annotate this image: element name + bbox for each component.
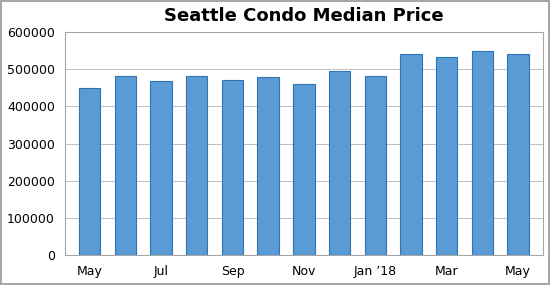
Bar — [186, 76, 207, 255]
Bar — [150, 81, 172, 255]
Bar — [329, 71, 350, 255]
Bar — [114, 76, 136, 255]
Bar — [436, 57, 458, 255]
Title: Seattle Condo Median Price: Seattle Condo Median Price — [164, 7, 444, 25]
Bar — [222, 80, 243, 255]
Bar — [472, 51, 493, 255]
Bar — [257, 78, 279, 255]
Bar — [79, 88, 100, 255]
Bar — [365, 76, 386, 255]
Bar — [400, 54, 422, 255]
Bar — [293, 84, 315, 255]
Bar — [507, 54, 529, 255]
